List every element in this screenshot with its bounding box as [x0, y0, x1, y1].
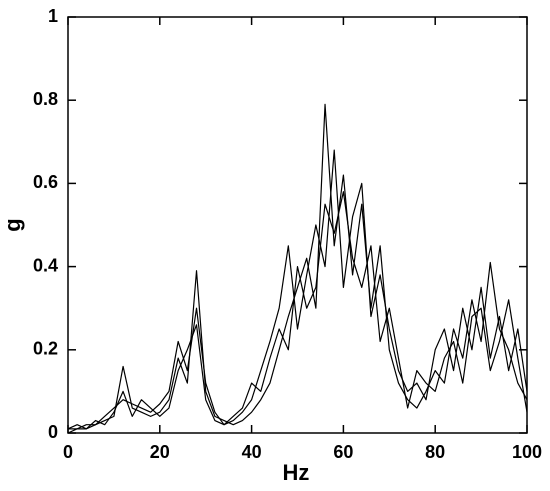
x-tick-label: 20	[150, 442, 170, 462]
plot-frame	[67, 16, 528, 434]
x-tick-label: 0	[63, 442, 73, 462]
y-tick-label: 0	[48, 422, 58, 442]
data-line	[67, 149, 528, 434]
x-tick-label: 100	[512, 442, 542, 462]
x-tick-label: 80	[425, 442, 445, 462]
y-tick-label: 0.8	[33, 89, 58, 109]
y-tick-label: 0.2	[33, 339, 58, 359]
x-tick-label: 60	[333, 442, 353, 462]
y-tick-label: 1	[48, 6, 58, 26]
y-tick-label: 0.6	[33, 172, 58, 192]
x-axis-label: Hz	[283, 460, 310, 485]
y-tick-label: 0.4	[33, 255, 58, 275]
x-tick-label: 40	[242, 442, 262, 462]
y-axis-label: g	[0, 218, 25, 231]
data-line	[67, 191, 528, 430]
